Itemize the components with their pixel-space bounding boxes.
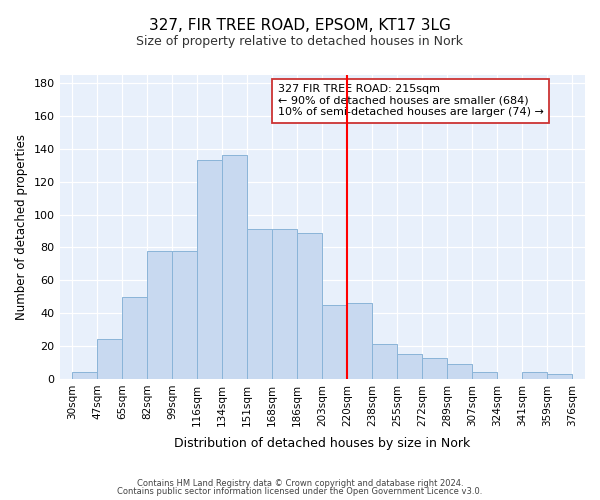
- Bar: [373, 344, 397, 379]
- Bar: [147, 251, 172, 379]
- Text: Contains public sector information licensed under the Open Government Licence v3: Contains public sector information licen…: [118, 487, 482, 496]
- Bar: [97, 340, 122, 379]
- Text: Contains HM Land Registry data © Crown copyright and database right 2024.: Contains HM Land Registry data © Crown c…: [137, 478, 463, 488]
- Bar: [122, 297, 147, 379]
- Bar: [448, 364, 472, 379]
- Bar: [322, 305, 347, 379]
- Bar: [172, 251, 197, 379]
- X-axis label: Distribution of detached houses by size in Nork: Distribution of detached houses by size …: [174, 437, 470, 450]
- Bar: [397, 354, 422, 379]
- Bar: [272, 230, 297, 379]
- Bar: [247, 230, 272, 379]
- Bar: [523, 372, 547, 379]
- Y-axis label: Number of detached properties: Number of detached properties: [15, 134, 28, 320]
- Bar: [297, 232, 322, 379]
- Bar: [222, 156, 247, 379]
- Bar: [472, 372, 497, 379]
- Text: Size of property relative to detached houses in Nork: Size of property relative to detached ho…: [137, 35, 464, 48]
- Bar: [547, 374, 572, 379]
- Bar: [197, 160, 222, 379]
- Text: 327, FIR TREE ROAD, EPSOM, KT17 3LG: 327, FIR TREE ROAD, EPSOM, KT17 3LG: [149, 18, 451, 32]
- Text: 327 FIR TREE ROAD: 215sqm
← 90% of detached houses are smaller (684)
10% of semi: 327 FIR TREE ROAD: 215sqm ← 90% of detac…: [278, 84, 544, 117]
- Bar: [347, 304, 373, 379]
- Bar: [422, 358, 448, 379]
- Bar: [72, 372, 97, 379]
